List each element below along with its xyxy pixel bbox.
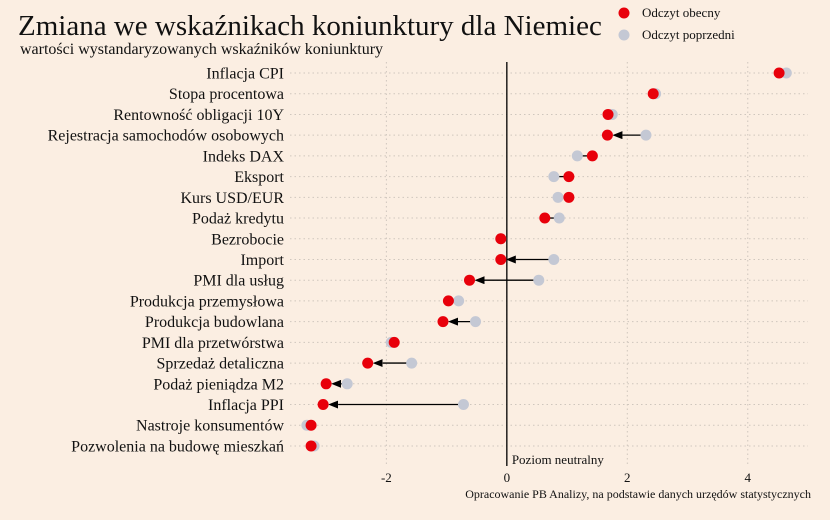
category-label: Rejestracja samochodów osobowych bbox=[48, 128, 284, 145]
x-tick-label: 0 bbox=[504, 470, 511, 485]
point-current bbox=[602, 108, 614, 120]
point-current bbox=[601, 129, 613, 141]
grid-layer bbox=[290, 62, 808, 466]
point-current bbox=[305, 419, 317, 431]
point-previous bbox=[341, 378, 353, 390]
page-title: Zmiana we wskaźnikach koniunktury dla Ni… bbox=[18, 10, 602, 42]
category-label: Produkcja przemysłowa bbox=[130, 293, 284, 310]
point-current bbox=[539, 212, 551, 224]
point-previous bbox=[640, 129, 652, 141]
category-label: Produkcja budowlana bbox=[145, 314, 284, 331]
point-current bbox=[388, 336, 400, 348]
source-note: Opracowanie PB Analizy, na podstawie dan… bbox=[465, 487, 811, 501]
category-label: Rentowność obligacji 10Y bbox=[113, 107, 284, 124]
category-label: Podaż pieniądza M2 bbox=[153, 376, 284, 393]
point-previous bbox=[553, 212, 565, 224]
point-previous bbox=[406, 357, 418, 369]
point-current bbox=[442, 295, 454, 307]
category-label: Indeks DAX bbox=[203, 148, 285, 165]
point-current bbox=[563, 191, 575, 203]
point-current bbox=[320, 378, 332, 390]
point-previous bbox=[571, 150, 583, 162]
reference-layer: Poziom neutralny bbox=[506, 62, 605, 467]
point-current bbox=[495, 253, 507, 265]
category-label: Inflacja PPI bbox=[208, 397, 284, 414]
page-subtitle: wartości wystandaryzowanych wskaźników k… bbox=[20, 41, 384, 58]
category-label: PMI dla usług bbox=[193, 273, 284, 290]
category-label: Import bbox=[240, 252, 284, 269]
point-previous bbox=[470, 316, 482, 328]
category-label: Bezrobocie bbox=[211, 231, 284, 248]
point-previous bbox=[548, 171, 560, 183]
category-label: Inflacja CPI bbox=[206, 66, 284, 83]
category-label: PMI dla przetwórstwa bbox=[142, 335, 284, 352]
point-current bbox=[647, 88, 659, 100]
category-label: Nastroje konsumentów bbox=[136, 418, 284, 435]
point-previous bbox=[453, 295, 465, 307]
category-label: Stopa procentowa bbox=[169, 86, 284, 103]
point-current bbox=[305, 440, 317, 452]
point-previous bbox=[457, 399, 469, 411]
category-label: Kurs USD/EUR bbox=[180, 190, 284, 207]
point-current bbox=[773, 67, 785, 79]
point-current bbox=[463, 274, 475, 286]
category-label: Podaż kredytu bbox=[192, 211, 284, 228]
neutral-line-label: Poziom neutralny bbox=[512, 452, 605, 467]
point-previous bbox=[548, 253, 560, 265]
legend-label-current: Odczyt obecny bbox=[642, 5, 721, 20]
legend: Odczyt obecny Odczyt poprzedni bbox=[618, 5, 735, 42]
point-current bbox=[586, 150, 598, 162]
point-previous bbox=[533, 274, 545, 286]
category-label: Pozwolenia na budowę mieszkań bbox=[71, 438, 284, 455]
x-tick-label: 2 bbox=[624, 470, 631, 485]
category-label-layer: Inflacja CPI Stopa procentowa Rentowność o… bbox=[48, 66, 285, 456]
x-tick-label: -2 bbox=[381, 470, 392, 485]
point-current bbox=[437, 316, 449, 328]
point-current bbox=[362, 357, 374, 369]
legend-label-previous: Odczyt poprzedni bbox=[642, 27, 735, 42]
x-tick-layer: -2 0 2 4 bbox=[381, 470, 752, 485]
point-current bbox=[563, 171, 575, 183]
point-current bbox=[495, 233, 507, 245]
legend-marker-previous bbox=[618, 29, 630, 41]
category-label: Eksport bbox=[234, 169, 284, 186]
x-tick-label: 4 bbox=[745, 470, 752, 485]
series-layer bbox=[301, 67, 792, 452]
category-label: Sprzedaż detaliczna bbox=[157, 356, 284, 373]
legend-marker-current bbox=[618, 7, 630, 19]
point-current bbox=[317, 399, 329, 411]
point-previous bbox=[552, 191, 564, 203]
